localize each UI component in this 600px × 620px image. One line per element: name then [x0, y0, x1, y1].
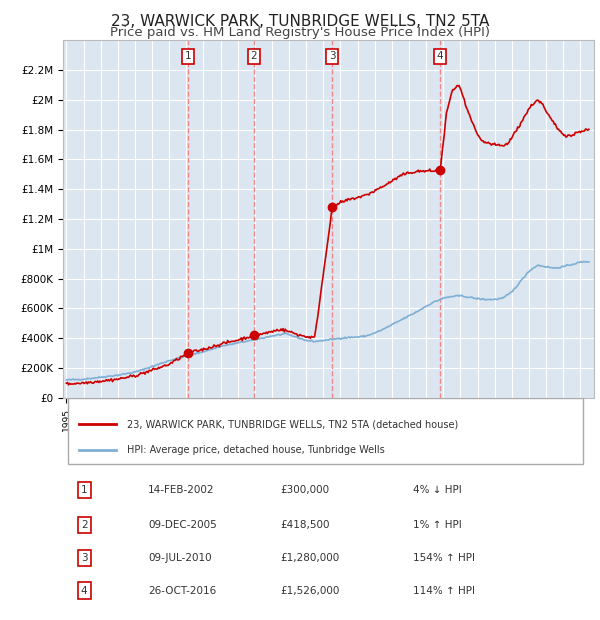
- Text: 14-FEB-2002: 14-FEB-2002: [148, 485, 214, 495]
- Text: 4: 4: [437, 51, 443, 61]
- Text: 4: 4: [81, 586, 88, 596]
- Text: Price paid vs. HM Land Registry's House Price Index (HPI): Price paid vs. HM Land Registry's House …: [110, 26, 490, 39]
- Text: 2: 2: [81, 520, 88, 530]
- Text: £1,526,000: £1,526,000: [281, 586, 340, 596]
- FancyBboxPatch shape: [68, 398, 583, 464]
- Text: 09-JUL-2010: 09-JUL-2010: [148, 553, 212, 563]
- Text: 114% ↑ HPI: 114% ↑ HPI: [413, 586, 475, 596]
- Text: £300,000: £300,000: [281, 485, 330, 495]
- Text: 26-OCT-2016: 26-OCT-2016: [148, 586, 216, 596]
- Text: 2: 2: [250, 51, 257, 61]
- Text: 1: 1: [185, 51, 191, 61]
- Text: £418,500: £418,500: [281, 520, 330, 530]
- Text: £1,280,000: £1,280,000: [281, 553, 340, 563]
- Text: 1% ↑ HPI: 1% ↑ HPI: [413, 520, 462, 530]
- Text: 09-DEC-2005: 09-DEC-2005: [148, 520, 217, 530]
- Text: 3: 3: [81, 553, 88, 563]
- Text: 23, WARWICK PARK, TUNBRIDGE WELLS, TN2 5TA: 23, WARWICK PARK, TUNBRIDGE WELLS, TN2 5…: [111, 14, 489, 29]
- Text: 1: 1: [81, 485, 88, 495]
- Text: 23, WARWICK PARK, TUNBRIDGE WELLS, TN2 5TA (detached house): 23, WARWICK PARK, TUNBRIDGE WELLS, TN2 5…: [127, 419, 458, 429]
- Text: 154% ↑ HPI: 154% ↑ HPI: [413, 553, 475, 563]
- Text: 4% ↓ HPI: 4% ↓ HPI: [413, 485, 462, 495]
- Text: HPI: Average price, detached house, Tunbridge Wells: HPI: Average price, detached house, Tunb…: [127, 445, 385, 455]
- Text: 3: 3: [329, 51, 335, 61]
